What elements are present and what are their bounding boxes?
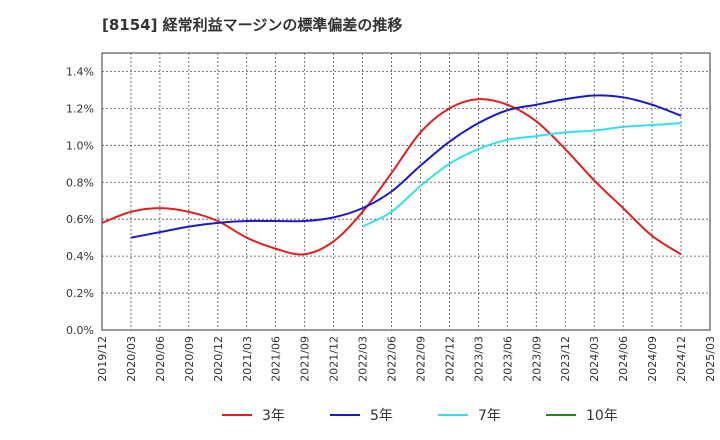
x-tick-label: 2020/03 — [125, 336, 138, 382]
x-tick-label: 2025/03 — [704, 336, 717, 382]
x-tick-label: 2020/06 — [154, 336, 167, 382]
x-tick-label: 2020/12 — [212, 336, 225, 382]
series-line-2 — [362, 122, 682, 228]
y-tick-label: 1.2% — [66, 102, 94, 115]
y-tick-label: 0.2% — [66, 287, 94, 300]
x-tick-label: 2023/06 — [501, 336, 514, 382]
y-tick-label: 0.6% — [66, 213, 94, 226]
x-tick-label: 2021/06 — [270, 336, 283, 382]
x-tick-label: 2020/09 — [183, 336, 196, 382]
series-line-0 — [101, 98, 682, 256]
y-tick-label: 0.8% — [66, 176, 94, 189]
x-tick-label: 2024/12 — [675, 336, 688, 382]
x-tick-label: 2024/09 — [646, 336, 659, 382]
y-tick-label: 0.4% — [66, 250, 94, 263]
grid-lines — [102, 53, 710, 330]
legend-label: 3年 — [262, 408, 285, 424]
x-tick-label: 2021/09 — [299, 336, 312, 382]
x-tick-label: 2023/09 — [530, 336, 543, 382]
chart-title: [8154] 経常利益マージンの標準偏差の推移 — [102, 16, 402, 34]
x-tick-label: 2024/06 — [617, 336, 630, 382]
y-axis: 0.0% 0.2% 0.4% 0.6% 0.8% 1.0% 1.2% 1.4% — [66, 65, 94, 337]
x-tick-label: 2021/03 — [241, 336, 254, 382]
x-tick-label: 2022/12 — [443, 336, 456, 382]
y-tick-label: 1.4% — [66, 65, 94, 78]
plot-area — [101, 52, 711, 331]
legend: 3年 5年 7年 10年 — [222, 408, 618, 424]
x-axis: 2019/12 2020/03 2020/06 2020/09 2020/12 2021/… — [96, 336, 717, 382]
legend-label: 10年 — [586, 408, 618, 424]
series-line-1 — [130, 94, 682, 239]
x-tick-label: 2021/12 — [328, 336, 341, 382]
x-tick-label: 2022/09 — [414, 336, 427, 382]
x-tick-label: 2019/12 — [96, 336, 109, 382]
x-tick-label: 2022/06 — [386, 336, 399, 382]
x-tick-label: 2022/03 — [357, 336, 370, 382]
x-tick-label: 2023/12 — [559, 336, 572, 382]
y-tick-label: 1.0% — [66, 139, 94, 152]
x-tick-label: 2023/03 — [472, 336, 485, 382]
series-lines — [101, 94, 682, 256]
x-tick-label: 2024/03 — [588, 336, 601, 382]
legend-label: 7年 — [478, 408, 501, 424]
legend-label: 5年 — [370, 408, 393, 424]
y-tick-label: 0.0% — [66, 324, 94, 337]
